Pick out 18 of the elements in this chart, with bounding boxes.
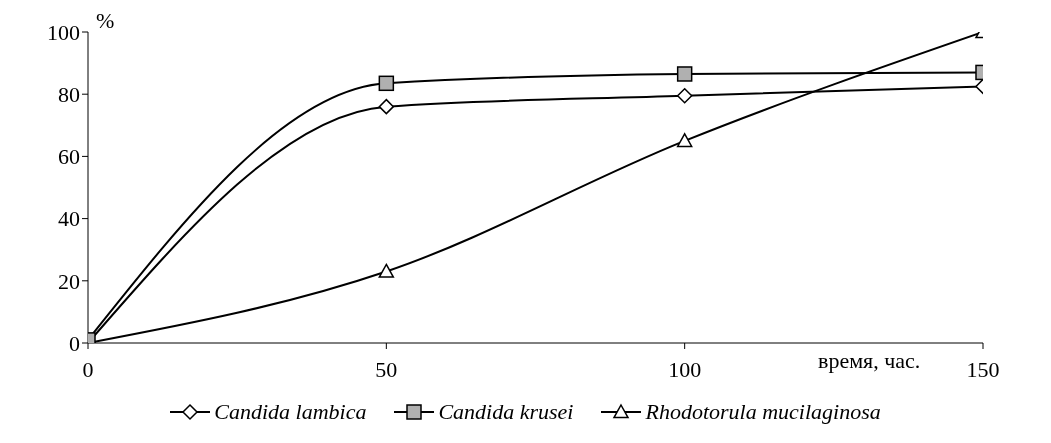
- y-tick-label: 20: [58, 268, 80, 294]
- y-tick-label: 100: [47, 19, 80, 45]
- legend-label: Rhodotorula mucilaginosa: [645, 399, 881, 425]
- legend-label: Candida krusei: [438, 399, 574, 425]
- x-tick-label: 50: [375, 356, 398, 382]
- point: [676, 133, 693, 148]
- x-tick-label: 100: [668, 356, 702, 382]
- y-tick-label: 80: [58, 82, 80, 108]
- x-axis-title: время, час.: [818, 348, 921, 374]
- point: [378, 263, 395, 278]
- y-tick-label: 0: [69, 330, 80, 356]
- y-tick-label: 60: [58, 144, 80, 170]
- point: [378, 98, 395, 115]
- y-tick-label: 40: [58, 206, 80, 232]
- legend-label: Candida lambica: [214, 399, 367, 425]
- y-axis-title: %: [96, 8, 115, 34]
- point: [676, 88, 693, 104]
- x-tick-label: 150: [966, 356, 1000, 382]
